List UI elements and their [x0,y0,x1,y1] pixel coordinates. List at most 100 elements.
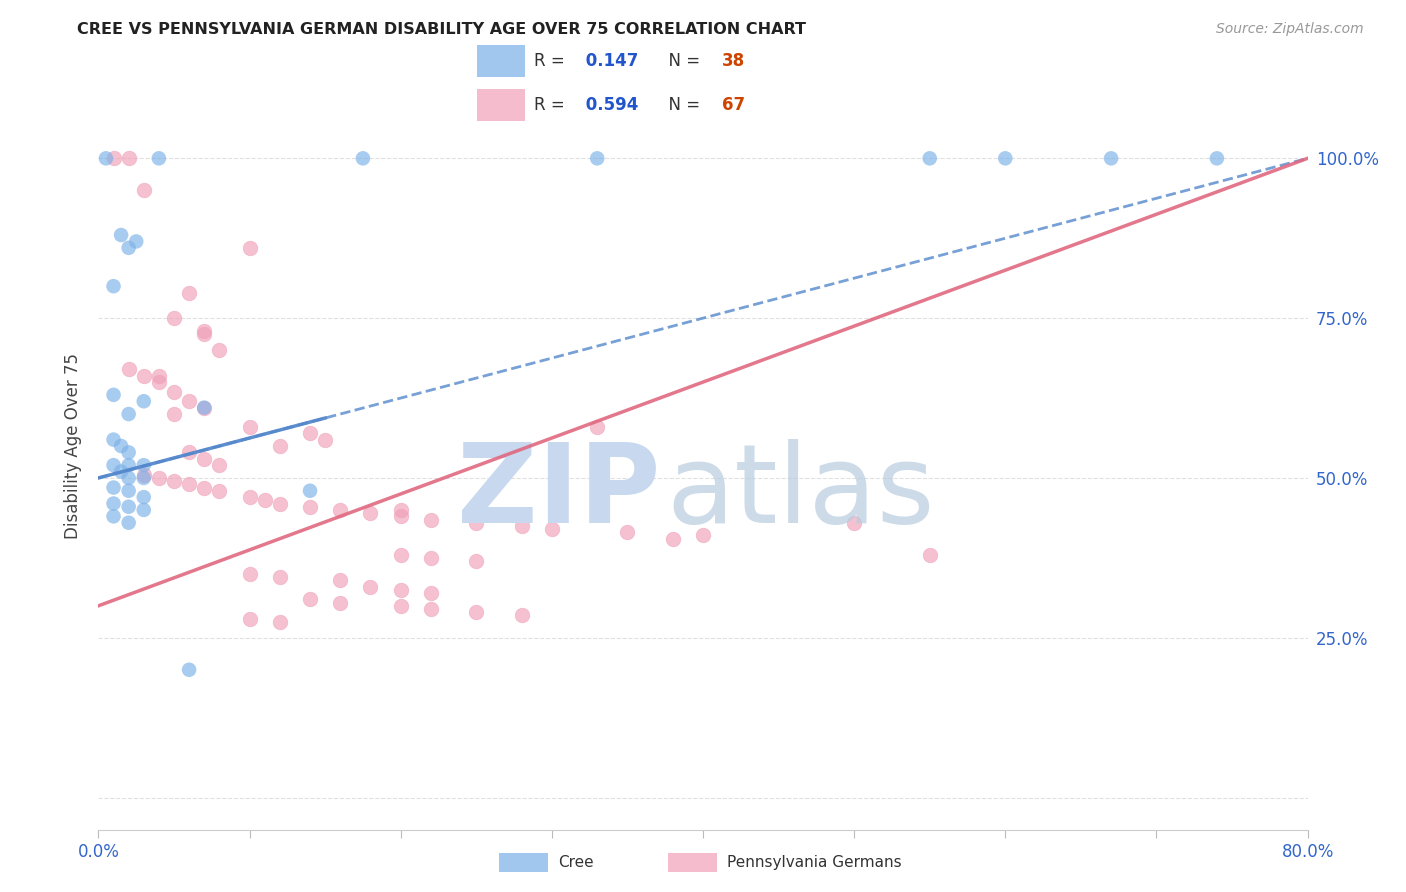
Text: 0.147: 0.147 [579,52,638,70]
Point [132,503,155,517]
Point [420,550,443,565]
Text: Source: ZipAtlas.com: Source: ZipAtlas.com [1216,22,1364,37]
Y-axis label: Disability Age Over 75: Disability Age Over 75 [65,353,83,539]
Point [510,608,533,623]
Point [586,419,609,434]
Point [239,490,262,504]
Point [208,483,231,498]
Point [118,471,141,485]
Text: 0.594: 0.594 [579,96,638,114]
Point [163,384,186,399]
Point [465,554,488,568]
Point [103,496,125,510]
Point [110,227,132,242]
Text: Cree: Cree [558,855,593,870]
Point [299,483,322,498]
Point [269,570,291,584]
Point [389,548,412,562]
Point [299,592,322,607]
Point [193,451,215,466]
Point [132,467,155,482]
Point [586,151,609,165]
Point [239,419,262,434]
Point [918,548,941,562]
Point [389,599,412,613]
FancyBboxPatch shape [477,89,526,121]
Text: CREE VS PENNSYLVANIA GERMAN DISABILITY AGE OVER 75 CORRELATION CHART: CREE VS PENNSYLVANIA GERMAN DISABILITY A… [77,22,806,37]
Text: R =: R = [534,96,571,114]
Point [179,394,201,409]
Point [193,401,215,415]
Point [329,573,352,587]
Point [110,439,132,453]
Point [132,368,155,383]
Point [616,525,638,540]
Point [329,596,352,610]
Point [118,362,141,376]
Point [110,465,132,479]
Point [389,509,412,524]
Point [179,477,201,491]
Point [103,509,125,524]
Point [269,439,291,453]
Point [269,615,291,629]
Point [389,503,412,517]
Point [352,151,374,165]
Text: Pennsylvania Germans: Pennsylvania Germans [727,855,901,870]
Point [193,327,215,342]
Point [420,602,443,616]
Point [1206,151,1229,165]
Point [329,503,352,517]
Point [118,241,141,255]
Point [103,151,125,165]
Point [692,528,714,542]
Point [360,506,382,520]
Text: R =: R = [534,52,571,70]
Text: atlas: atlas [666,439,935,546]
Point [420,586,443,600]
Point [314,433,336,447]
Point [94,151,117,165]
Point [118,407,141,421]
Point [299,500,322,514]
Point [918,151,941,165]
Point [132,394,155,409]
Point [994,151,1017,165]
Point [844,516,866,530]
Point [163,474,186,488]
Point [179,285,201,300]
Point [125,235,148,249]
Point [103,279,125,293]
Point [132,490,155,504]
Point [193,481,215,495]
Text: 67: 67 [721,96,745,114]
Point [208,343,231,358]
Point [360,580,382,594]
Point [148,151,170,165]
Text: N =: N = [658,52,706,70]
Point [148,375,170,389]
Point [193,324,215,338]
Point [118,151,141,165]
Point [163,311,186,326]
Point [510,519,533,533]
Point [118,516,141,530]
Point [193,401,215,415]
Point [389,582,412,597]
Point [103,388,125,402]
Point [661,532,683,546]
Point [253,493,276,508]
Point [239,566,262,581]
Point [239,612,262,626]
Point [179,663,201,677]
Point [420,512,443,526]
Point [118,458,141,473]
Point [132,471,155,485]
Point [118,445,141,459]
Point [540,522,562,536]
Point [103,458,125,473]
Point [163,407,186,421]
Point [208,458,231,473]
Point [465,516,488,530]
Text: ZIP: ZIP [457,439,661,546]
